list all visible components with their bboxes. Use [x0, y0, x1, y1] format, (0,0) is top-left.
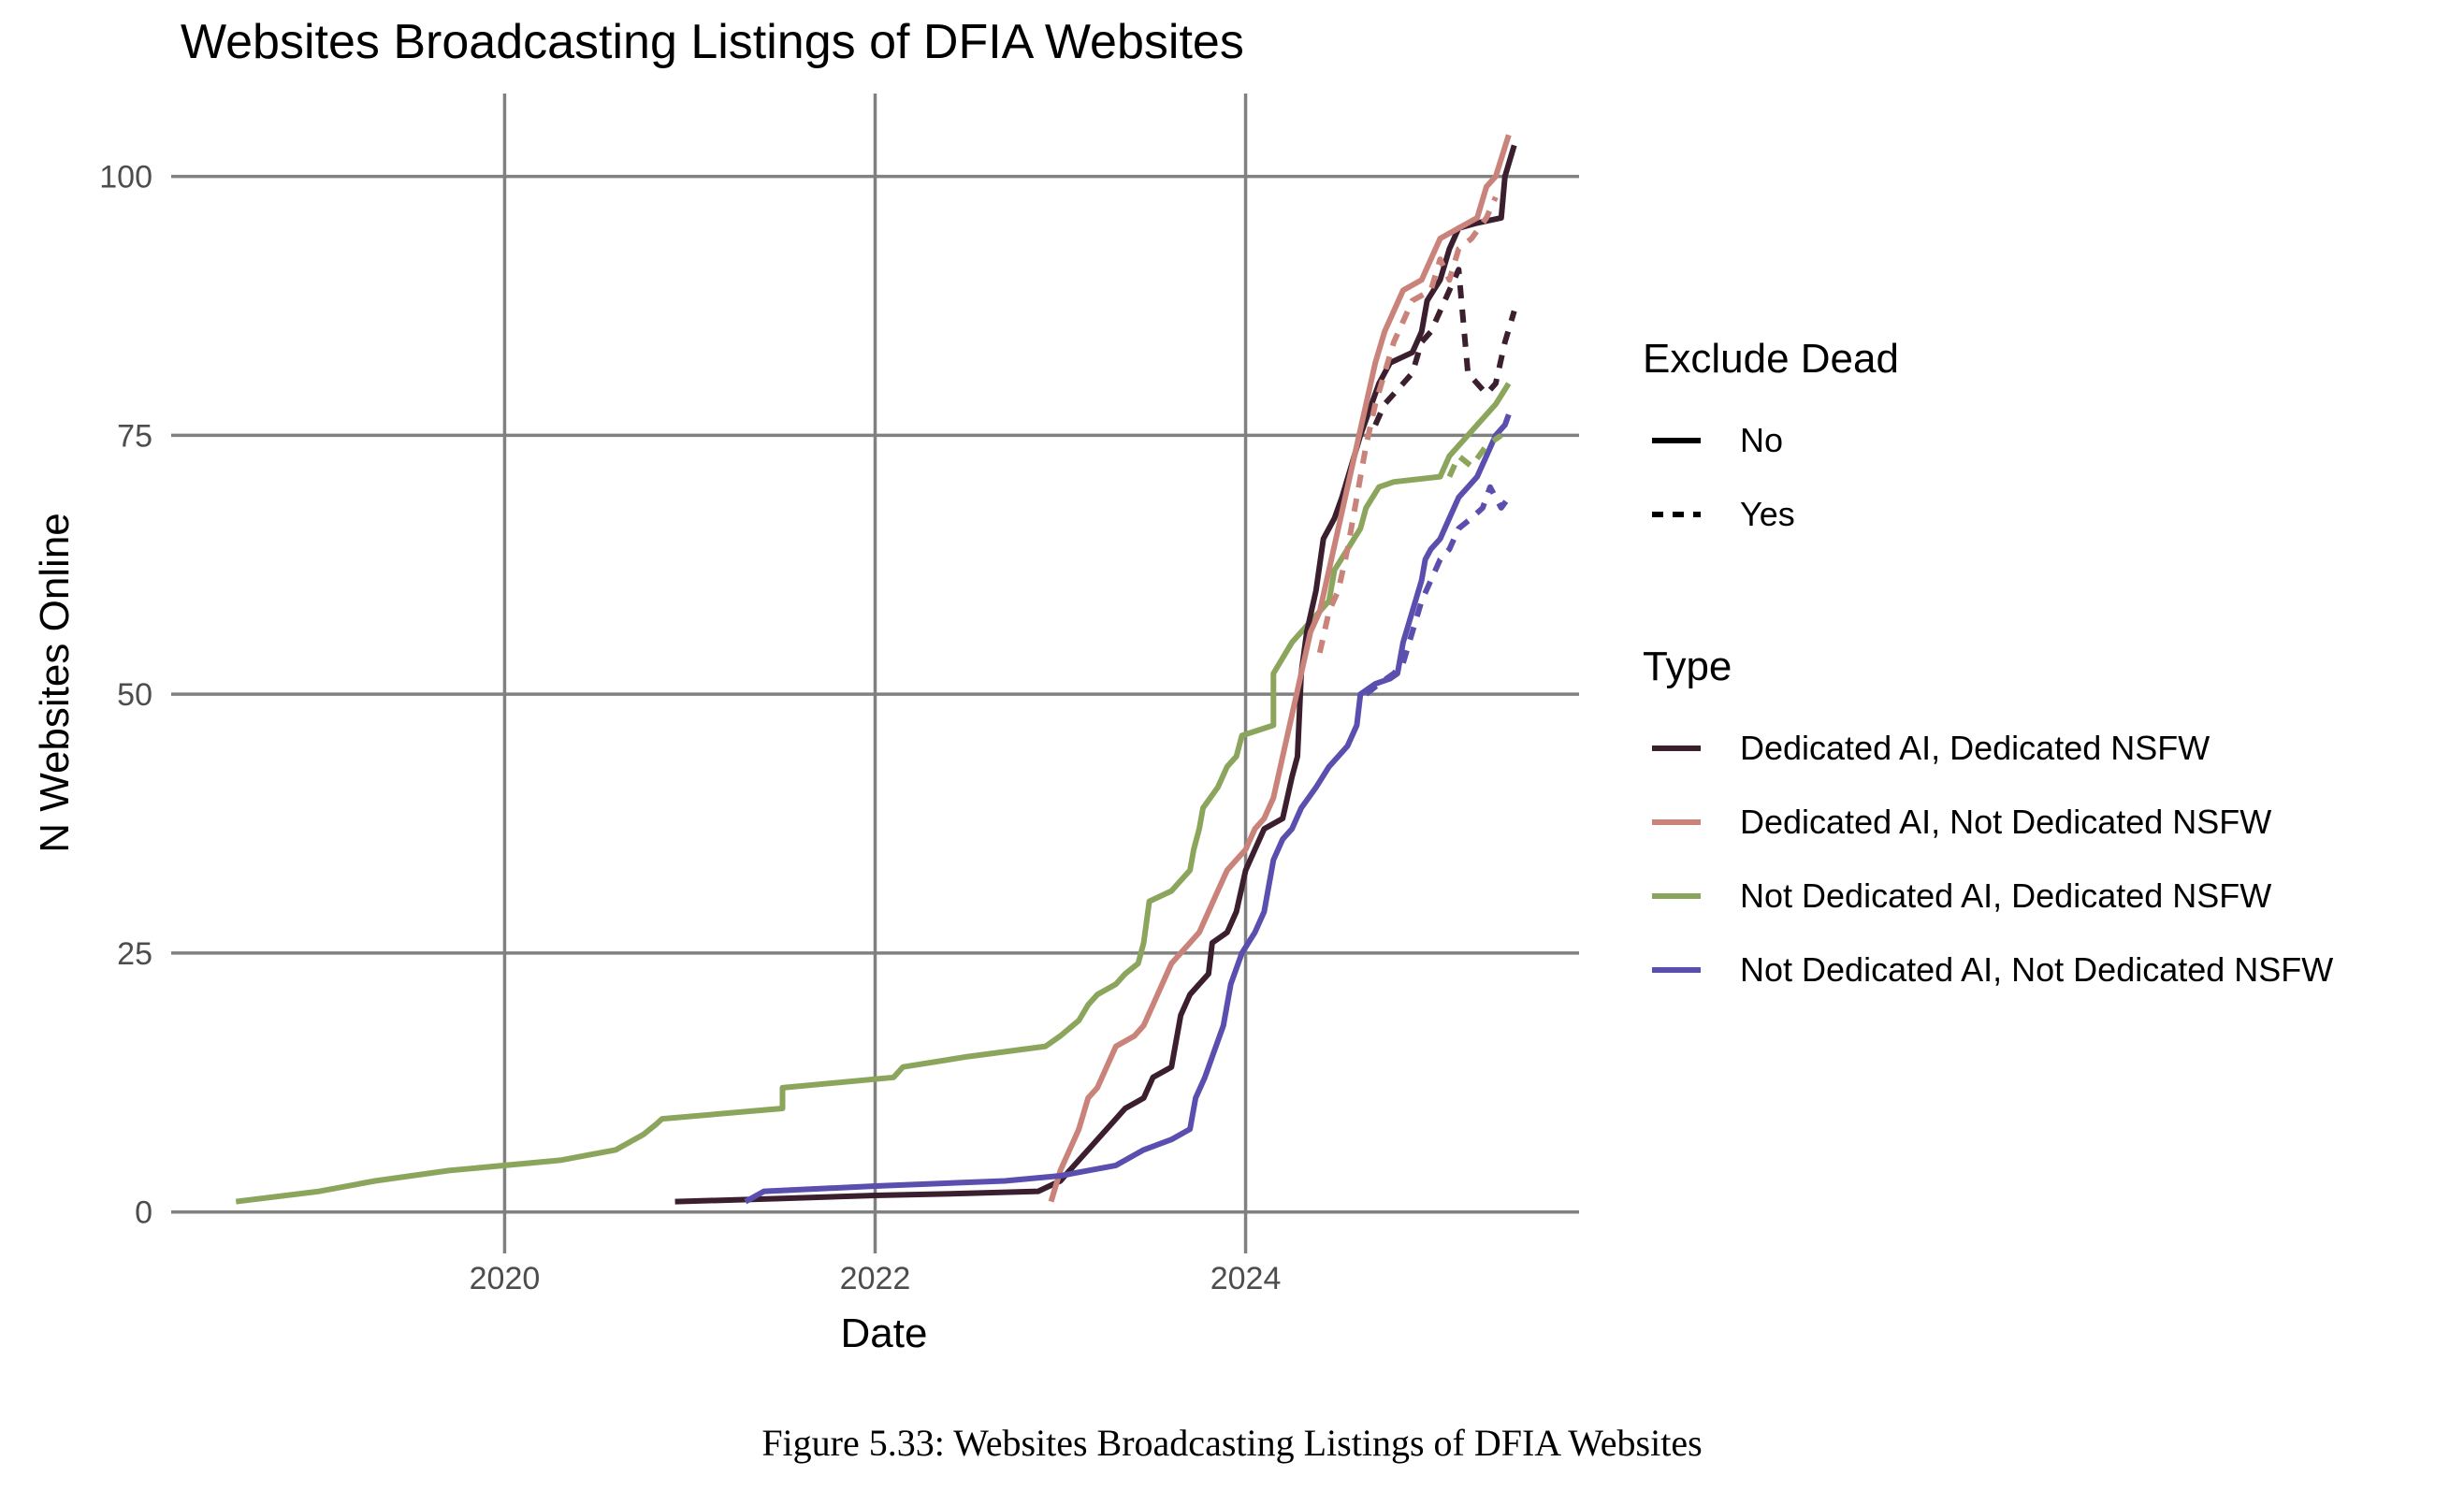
series-line: [1372, 267, 1517, 427]
y-tick-label: 100: [99, 160, 152, 195]
legend-title-type: Type: [1643, 644, 1732, 689]
y-tick-label: 75: [117, 418, 152, 454]
series-line: [1048, 134, 1512, 1203]
legend-entry-label: Dedicated AI, Dedicated NSFW: [1740, 729, 2210, 767]
legend-title-exclude-dead: Exclude Dead: [1643, 336, 1899, 382]
series-line: [674, 144, 1517, 1205]
figure-caption: Figure 5.33: Websites Broadcasting Listi…: [761, 1422, 1702, 1464]
x-tick-label: 2020: [470, 1261, 541, 1296]
series-line: [744, 413, 1512, 1205]
legend-entry-label: No: [1740, 421, 1783, 459]
series-line: [1364, 484, 1512, 697]
series-layer: [235, 134, 1517, 1205]
legend: Exclude Dead No Yes Type Dedicated AI, Dedic…: [1643, 336, 2333, 989]
y-tick-label: 25: [117, 936, 152, 972]
grid-layer: [171, 94, 1579, 1253]
legend-entry-label: Dedicated AI, Not Dedicated NSFW: [1740, 803, 2271, 841]
tick-layer: 0 25 50 75 100 2020 2022 2024: [99, 160, 1281, 1296]
x-tick-label: 2024: [1210, 1261, 1282, 1296]
legend-entry-label: Not Dedicated AI, Not Dedicated NSFW: [1740, 950, 2333, 989]
series-line: [1316, 195, 1499, 654]
y-tick-label: 50: [117, 677, 152, 713]
legend-entry-label: Yes: [1740, 495, 1795, 533]
legend-entry-label: Not Dedicated AI, Dedicated NSFW: [1740, 876, 2271, 915]
x-axis-label: Date: [841, 1310, 928, 1356]
chart-title: Websites Broadcasting Listings of DFIA W…: [181, 15, 1244, 69]
y-tick-label: 0: [135, 1195, 152, 1231]
x-tick-label: 2022: [840, 1261, 911, 1296]
y-axis-label: N Websites Online: [32, 513, 78, 853]
series-line: [235, 382, 1512, 1205]
